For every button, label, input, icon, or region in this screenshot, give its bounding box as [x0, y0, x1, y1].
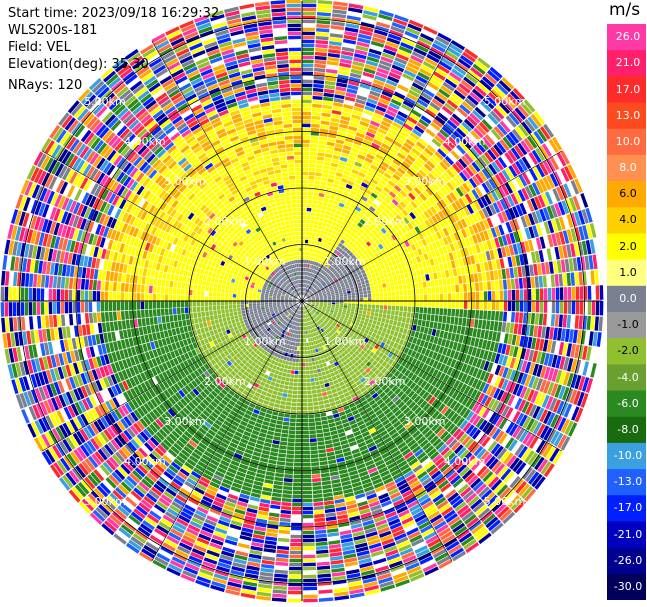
- instrument-name: WLS200s-181: [8, 23, 98, 38]
- range-ring-label: 2.00km: [204, 215, 246, 228]
- colorbar-unit: m/s: [609, 0, 641, 20]
- field-name: Field: VEL: [8, 40, 71, 55]
- colorbar-segment: [607, 338, 646, 365]
- colorbar-tick-label: -13.0: [613, 475, 643, 489]
- azimuth-spokes: [2, 1, 602, 601]
- colorbar-segment: [607, 50, 646, 77]
- colorbar-segment: [607, 469, 646, 496]
- colorbar-tick-label: 17.0: [615, 82, 641, 96]
- colorbar-tick-label: 1.0: [619, 265, 637, 279]
- colorbar-tick-label: -30.0: [613, 579, 643, 593]
- info-panel: Start time: 2023/09/18 16:29:32 WLS200s-…: [8, 5, 219, 94]
- colorbar-tick-label: -10.0: [613, 449, 643, 462]
- colorbar-segment: [607, 154, 646, 182]
- range-ring-label: 5.00km: [484, 95, 526, 108]
- range-ring-label: 5.00km: [484, 495, 526, 508]
- azimuth-line: [151, 41, 303, 302]
- colorbar-segment: [607, 24, 646, 51]
- range-ring-label: 3.00km: [404, 415, 446, 428]
- colorbar-tick-label: -8.0: [617, 422, 639, 436]
- range-ring-label: 1.00km: [244, 335, 286, 348]
- elevation: Elevation(deg): 35.30: [8, 57, 149, 72]
- range-ring-label: 5.00km: [84, 95, 126, 108]
- velocity-rays: [0, 0, 604, 603]
- range-ring-label: 1.00km: [324, 335, 366, 348]
- range-ring-label: 3.00km: [164, 415, 206, 428]
- colorbar-tick-label: 8.0: [619, 161, 637, 174]
- colorbar-tick-label: 2.0: [619, 239, 637, 253]
- azimuth-line: [42, 300, 303, 452]
- colorbar-tick-label: 10.0: [615, 134, 641, 148]
- range-ring-label: 5.00km: [84, 495, 126, 508]
- colorbar-tick-label: 21.0: [615, 56, 641, 70]
- colorbar-segment: [607, 442, 646, 470]
- colorbar-segment: [607, 364, 646, 392]
- start-time: Start time: 2023/09/18 16:29:32: [8, 6, 220, 21]
- nrays: NRays: 120: [8, 78, 83, 93]
- colorbar-segment: [607, 547, 646, 575]
- colorbar-segment: [607, 259, 646, 287]
- colorbar-tick-label: 0.0: [619, 291, 637, 305]
- colorbar-tick-label: -2.0: [617, 344, 639, 358]
- colorbar-tick-label: -26.0: [613, 553, 643, 567]
- colorbar-segment: [607, 312, 646, 339]
- colorbar-tick-label: 4.0: [619, 213, 637, 227]
- range-ring-label: 4.00km: [124, 455, 166, 468]
- range-ring-label: 1.00km: [244, 255, 286, 268]
- range-ring-label: 4.00km: [444, 135, 486, 148]
- azimuth-line: [301, 300, 453, 561]
- colorbar-segment: [607, 207, 646, 234]
- range-ring-label: 2.00km: [364, 375, 406, 388]
- colorbar-segment: [607, 102, 646, 130]
- colorbar-segment: [607, 233, 646, 261]
- azimuth-line: [42, 150, 303, 302]
- colorbar: [607, 24, 646, 600]
- range-ring-label: 2.00km: [364, 215, 406, 228]
- colorbar-tick-label: 26.0: [615, 30, 641, 44]
- colorbar-segment: [607, 128, 646, 156]
- azimuth-line: [151, 300, 303, 561]
- colorbar-tick-label: 6.0: [619, 187, 637, 201]
- colorbar-segment: [607, 285, 646, 313]
- range-labels: 1.00km 1.00km 1.00km 1.00km 2.00km 2.00km 2.00…: [84, 95, 525, 508]
- colorbar-tick-label: -17.0: [613, 501, 643, 515]
- colorbar-tick-label: -6.0: [617, 396, 639, 410]
- colorbar-segment: [607, 573, 646, 600]
- colorbar-segment: [607, 390, 646, 418]
- colorbar-segment: [607, 181, 646, 208]
- azimuth-line: [301, 41, 453, 302]
- azimuth-line: [301, 300, 562, 452]
- colorbar-tick-label: -4.0: [617, 370, 639, 384]
- range-ring-label: 1.00km: [324, 255, 366, 268]
- range-ring-label: 2.00km: [204, 375, 246, 388]
- range-ring-label: 4.00km: [124, 135, 166, 148]
- colorbar-segment: [607, 76, 646, 104]
- azimuth-line: [301, 150, 562, 302]
- range-ring-label: 4.00km: [444, 455, 486, 468]
- colorbar-tick-label: 13.0: [615, 108, 641, 122]
- range-ring-label: 3.00km: [164, 175, 206, 188]
- colorbar-segment: [607, 416, 646, 444]
- colorbar-tick-label: -1.0: [617, 318, 639, 332]
- colorbar-segment: [607, 521, 646, 549]
- colorbar-tick-label: -21.0: [613, 527, 643, 541]
- colorbar-segment: [607, 495, 646, 522]
- range-ring-label: 3.00km: [404, 175, 446, 188]
